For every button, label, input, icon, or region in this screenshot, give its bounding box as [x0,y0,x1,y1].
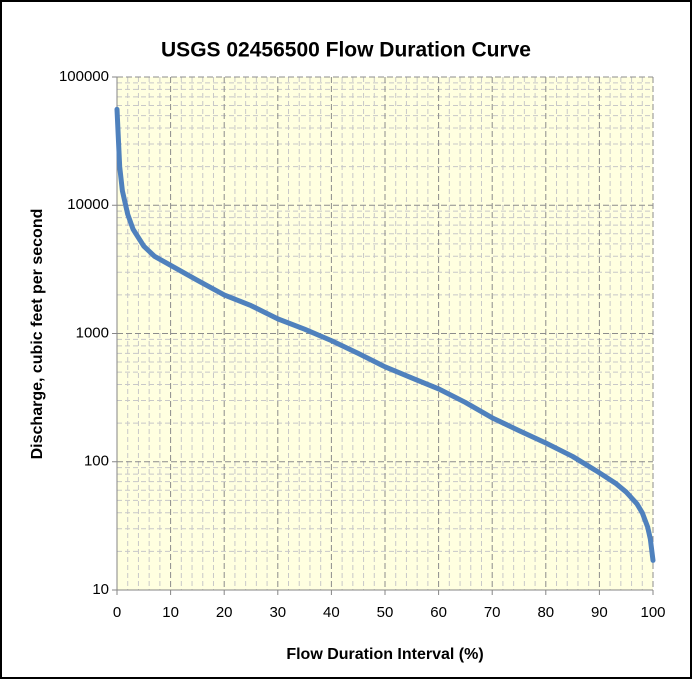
x-tick-label: 30 [269,604,286,621]
x-tick-label: 10 [162,604,179,621]
y-tick-label: 100 [84,453,109,470]
y-tick-label: 10000 [67,196,109,213]
y-tick-label: 10 [92,581,109,598]
chart-title: USGS 02456500 Flow Duration Curve [161,39,531,62]
x-tick-label: 40 [323,604,340,621]
x-tick-label: 70 [484,604,501,621]
x-tick-label: 50 [377,604,394,621]
x-axis-label: Flow Duration Interval (%) [286,646,483,663]
x-tick-label: 0 [113,604,121,621]
x-tick-label: 90 [591,604,608,621]
y-tick-label: 100000 [59,68,109,85]
x-tick-label: 100 [640,604,665,621]
x-tick-label: 60 [430,604,447,621]
x-tick-label: 80 [537,604,554,621]
x-tick-label: 20 [216,604,233,621]
y-tick-label: 1000 [76,324,109,341]
data-line [114,106,656,563]
y-axis-label: Discharge, cubic feet per second [29,209,46,460]
